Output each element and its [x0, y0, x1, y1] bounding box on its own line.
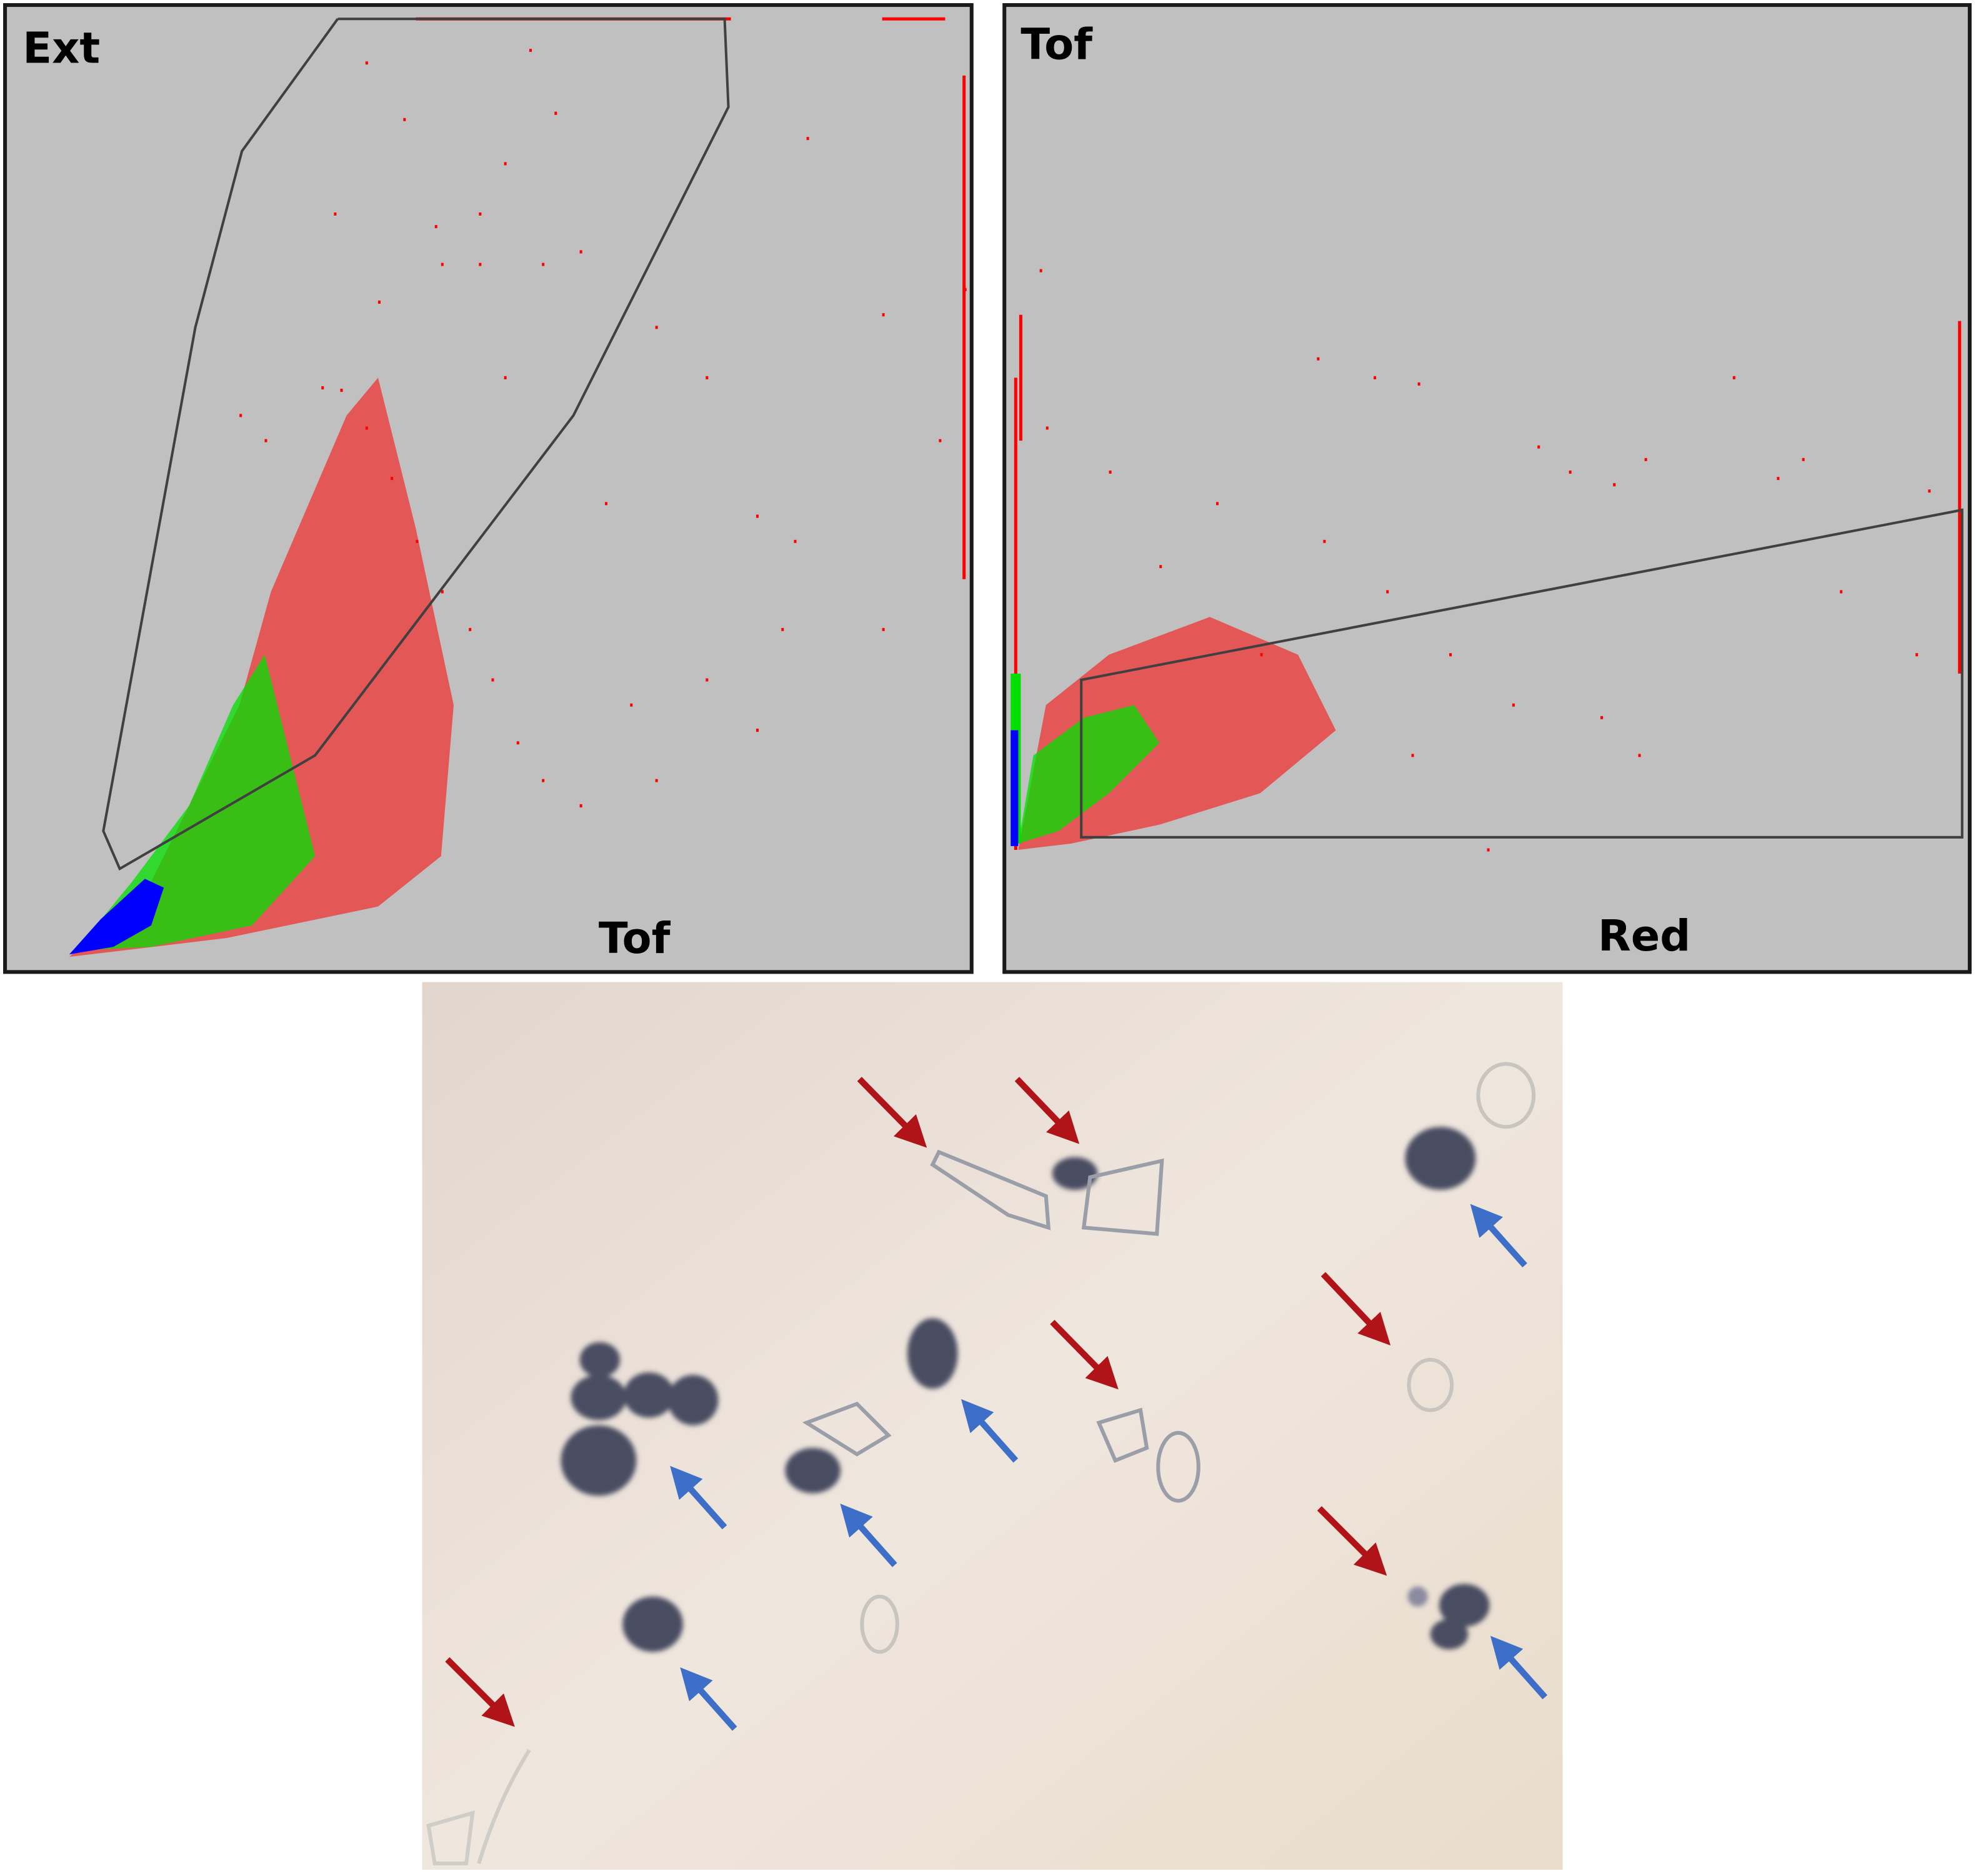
crystals	[426, 1062, 1536, 1865]
event-cloud-green	[1018, 705, 1160, 844]
event-cloud-green	[75, 654, 316, 951]
plot-area	[3, 3, 974, 974]
plot-ext-tof: Ext Tof	[3, 3, 974, 974]
event-cloud-blue	[69, 879, 164, 955]
gate	[1080, 508, 1964, 839]
stained-cells	[561, 1127, 1490, 1652]
scattered-events	[1014, 269, 1962, 852]
arrows-blue	[670, 1204, 1548, 1731]
gate	[102, 17, 730, 871]
x-axis-label: Red	[1598, 911, 1690, 961]
plot-tof-red: Tof Red	[1002, 3, 1972, 974]
scattered-events	[239, 17, 967, 807]
y-axis-label: Ext	[22, 24, 100, 74]
micrograph	[422, 982, 1563, 1870]
plot-area	[1002, 3, 1972, 974]
x-axis-label: Tof	[599, 914, 671, 964]
arrows-red	[445, 1077, 1391, 1727]
event-strip-blue	[1010, 730, 1019, 846]
y-axis-label: Tof	[1020, 20, 1093, 70]
